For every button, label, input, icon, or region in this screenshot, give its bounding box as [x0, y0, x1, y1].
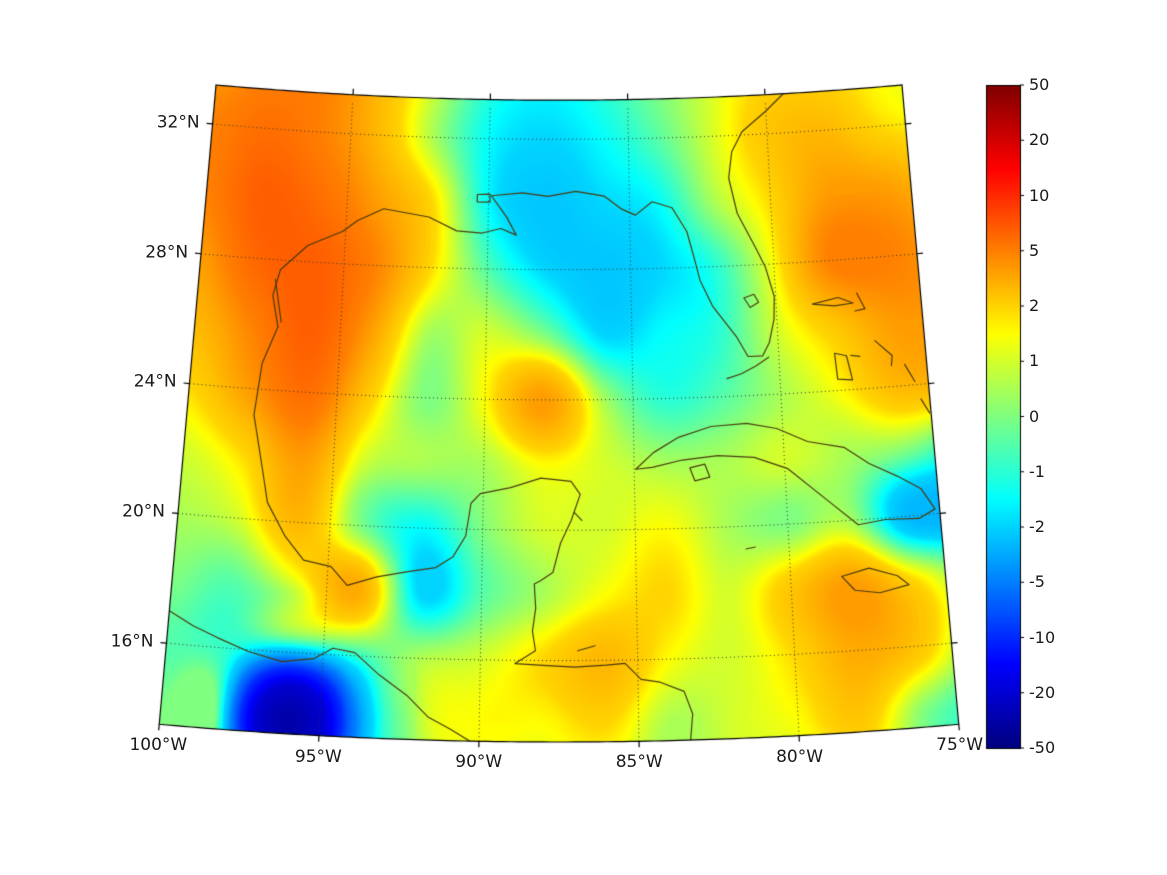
map-plot-canvas [0, 0, 1167, 875]
figure: 16°N 20°N 24°N 28°N 32°N 100°W 95°W 90°W 85°W 80°… [0, 0, 1167, 875]
